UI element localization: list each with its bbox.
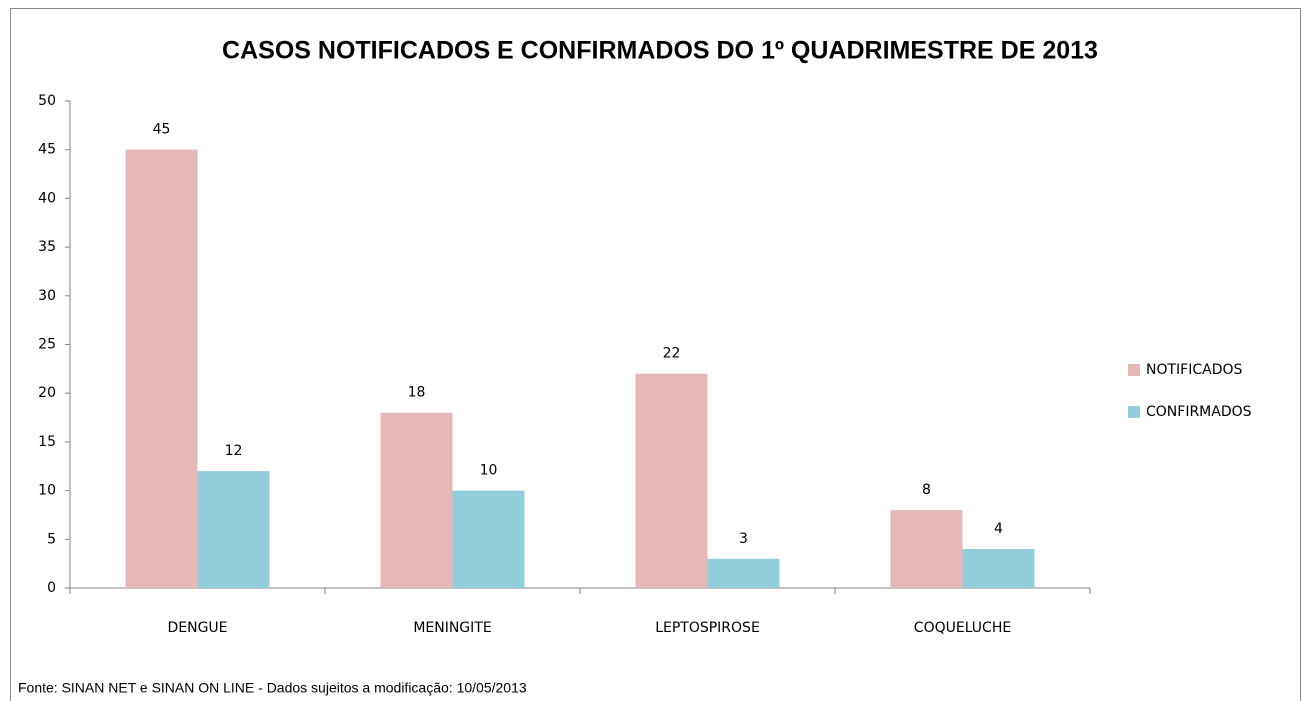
x-tick-label: DENGUE — [167, 620, 227, 636]
y-tick-label: 35 — [38, 239, 56, 255]
data-label: 8 — [922, 482, 931, 498]
bar — [125, 149, 198, 588]
x-tick-label: MENINGITE — [413, 620, 491, 636]
data-label: 45 — [153, 122, 171, 138]
data-label: 18 — [408, 385, 426, 401]
data-label: 4 — [994, 521, 1003, 537]
data-label: 12 — [225, 443, 243, 459]
data-label: 22 — [663, 346, 681, 362]
bar — [635, 373, 708, 588]
bar — [890, 510, 963, 588]
data-label: 10 — [480, 463, 498, 479]
legend-label: NOTIFICADOS — [1146, 362, 1243, 378]
y-tick-label: 10 — [38, 483, 56, 499]
legend-swatch — [1128, 406, 1140, 418]
y-tick-label: 25 — [38, 337, 56, 353]
chart-frame — [10, 8, 1301, 701]
bar — [707, 558, 780, 588]
x-tick-label: COQUELUCHE — [914, 620, 1011, 636]
bar — [962, 549, 1035, 588]
data-label: 3 — [739, 531, 748, 547]
x-tick-label: LEPTOSPIROSE — [655, 620, 760, 636]
y-tick-label: 30 — [38, 288, 56, 304]
y-tick-label: 50 — [38, 93, 56, 109]
bar — [380, 412, 453, 588]
bar — [197, 471, 270, 588]
y-tick-label: 15 — [38, 434, 56, 450]
y-tick-label: 40 — [38, 190, 56, 206]
chart-title: CASOS NOTIFICADOS E CONFIRMADOS DO 1º QU… — [222, 37, 1098, 65]
y-tick-label: 0 — [47, 580, 56, 596]
source-note: Fonte: SINAN NET e SINAN ON LINE - Dados… — [18, 680, 527, 696]
legend-swatch — [1128, 364, 1140, 376]
y-tick-label: 20 — [38, 385, 56, 401]
legend-label: CONFIRMADOS — [1146, 404, 1252, 420]
y-tick-label: 45 — [38, 142, 56, 158]
bar — [452, 490, 525, 588]
y-tick-label: 5 — [47, 531, 56, 547]
